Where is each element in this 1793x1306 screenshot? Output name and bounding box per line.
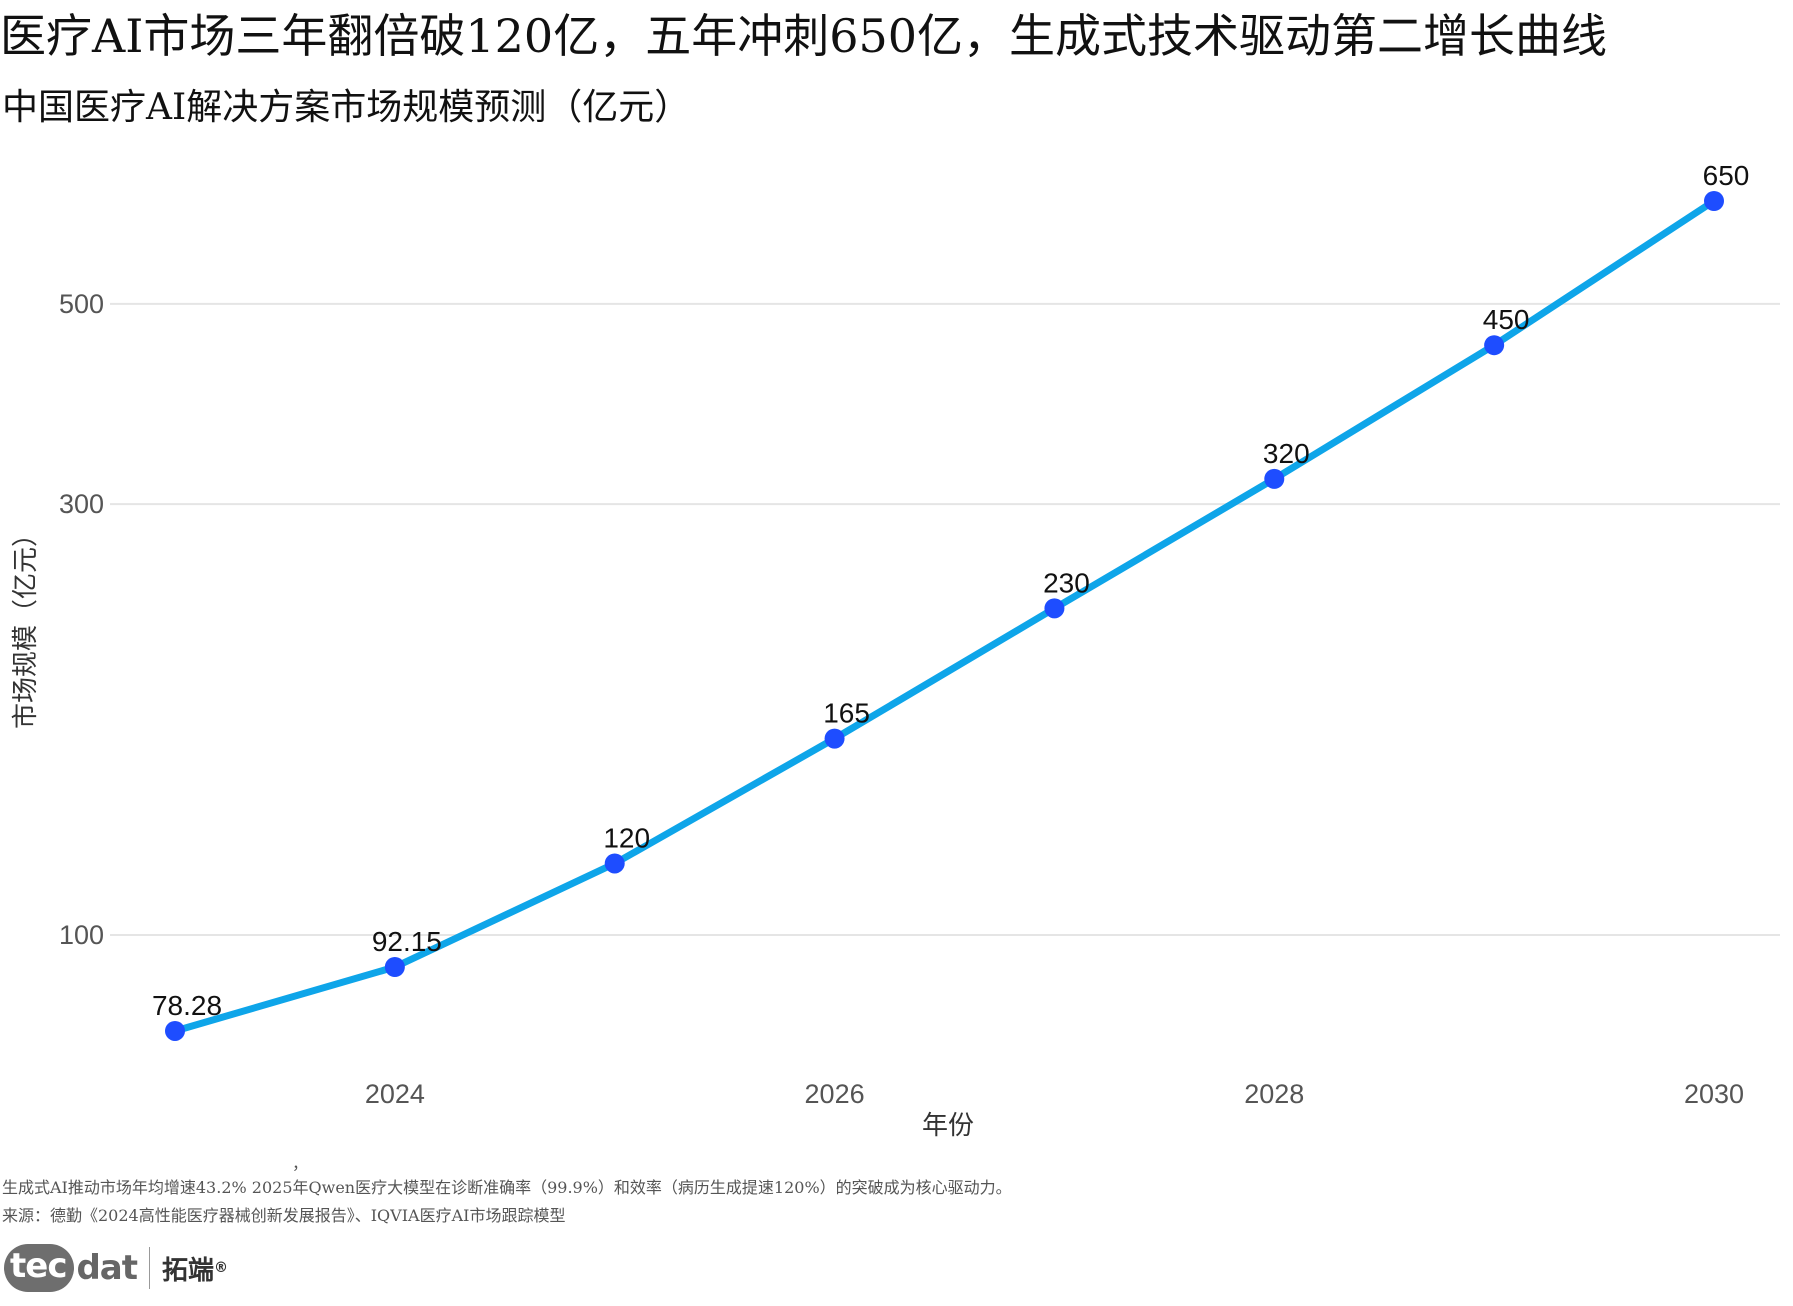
x-axis-ticks: 2024 2026 2028 2030 <box>365 1079 1744 1109</box>
logo-tec: tec <box>4 1244 75 1292</box>
data-point <box>1704 191 1724 212</box>
data-point <box>165 1020 185 1041</box>
chart-headline: 医疗AI市场三年翻倍破120亿，五年冲刺650亿，生成式技术驱动第二增长曲线 <box>0 9 1607 63</box>
x-tick-label: 2028 <box>1244 1079 1304 1109</box>
chart-subtitle: 中国医疗AI解决方案市场规模预测（亿元） <box>2 87 691 128</box>
y-tick-label: 300 <box>59 489 104 519</box>
x-axis-title: 年份 <box>922 1111 974 1141</box>
data-label: 450 <box>1483 304 1530 335</box>
data-label: 120 <box>603 822 650 853</box>
x-tick-label: 2030 <box>1684 1079 1744 1109</box>
data-points <box>165 191 1724 1041</box>
data-label: 78.28 <box>152 990 222 1021</box>
gridlines <box>110 302 1780 936</box>
data-label: 230 <box>1043 567 1090 598</box>
data-point <box>384 956 405 977</box>
data-label: 92.15 <box>372 926 442 957</box>
y-axis-ticks: 100 300 500 <box>59 289 104 950</box>
brand-logo: tec dat 拓端 ® <box>4 1240 228 1296</box>
logo-dat: dat <box>76 1248 138 1288</box>
data-point <box>1264 468 1285 489</box>
stray-comma: ， <box>292 1154 309 1173</box>
y-tick-label: 500 <box>59 289 104 319</box>
data-point <box>1044 598 1065 619</box>
brand-name: 拓端 <box>162 1255 215 1286</box>
footnote-source: 来源：德勤《2024高性能医疗器械创新发展报告》、IQVIA医疗AI市场跟踪模型 <box>2 1206 566 1225</box>
series-line <box>171 197 1718 1035</box>
footnote-note: 生成式AI推动市场年均增速43.2% 2025年Qwen医疗大模型在诊断准确率（… <box>2 1178 1012 1197</box>
data-point <box>824 728 845 749</box>
x-tick-label: 2026 <box>805 1079 865 1109</box>
brand-divider <box>149 1247 151 1289</box>
registered-mark: ® <box>214 1260 229 1276</box>
data-point <box>604 853 625 874</box>
y-axis-title: 市场规模（亿元） <box>11 521 41 729</box>
data-point <box>1484 335 1505 356</box>
data-label: 650 <box>1703 160 1750 191</box>
line-chart: 100 300 500 2024 2026 2028 2030 78.28 92.15 120… <box>11 160 1780 1141</box>
data-label: 165 <box>823 698 870 729</box>
x-tick-label: 2024 <box>365 1079 425 1109</box>
data-labels: 78.28 92.15 120 165 230 320 450 650 <box>152 160 1749 1021</box>
data-label: 320 <box>1263 438 1310 469</box>
y-tick-label: 100 <box>59 920 104 950</box>
tecdat-logo: tec dat <box>4 1244 138 1292</box>
